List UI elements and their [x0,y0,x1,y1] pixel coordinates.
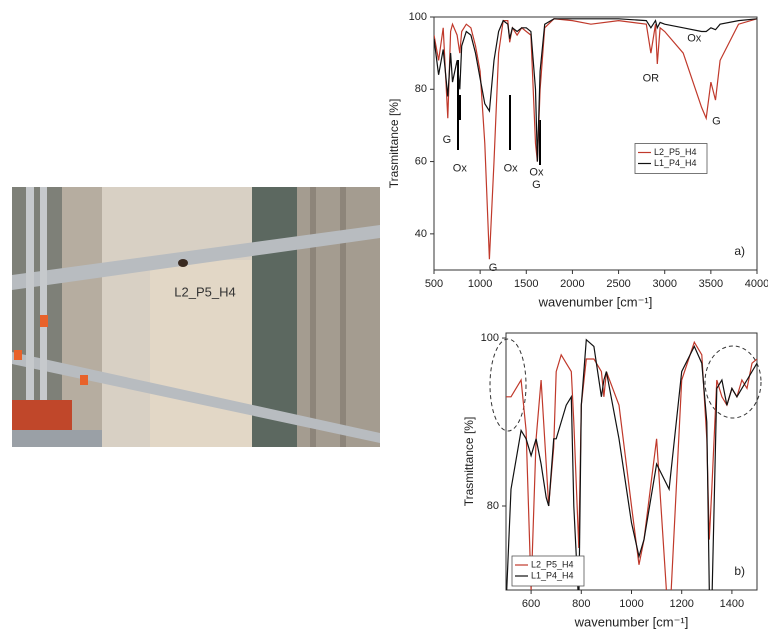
legend-label: L1_P4_H4 [654,158,697,168]
x-tick-label: 3500 [699,278,723,290]
x-tick-label: 1400 [720,598,744,610]
legend-box [634,143,708,174]
y-tick-label: 40 [415,228,427,240]
annotation: Ox [687,33,702,45]
highlight-circles [489,338,762,432]
plot-area [434,18,757,260]
plot-area [506,338,757,590]
annotation: Ox [529,166,544,178]
y-axis-label: Trasmittance [%] [462,417,476,507]
annotation: OR [643,72,660,84]
x-tick-label: 1500 [514,278,538,290]
y-axis-label: Trasmittance [%] [387,99,401,189]
x-axis-label: wavenumber [cm⁻¹] [538,294,653,309]
legend-label: L2_P5_H4 [654,147,697,157]
x-axis-label: wavenumber [cm⁻¹] [574,614,689,629]
x-tick-label: 2500 [606,278,630,290]
y-tick-label: 80 [415,83,427,95]
series-line [434,18,757,260]
x-tick-label: 800 [572,598,590,610]
annotation-sticks [457,60,541,165]
series-line [506,338,757,590]
x-tick-label: 500 [425,278,443,290]
x-tick-label: 4000 [745,278,768,290]
legend-label: L1_P4_H4 [531,570,574,580]
annotation: G [532,179,541,191]
x-tick-label: 2000 [560,278,584,290]
x-tick-label: 600 [522,598,540,610]
y-tick-label: 100 [409,11,427,23]
legend-label: L2_P5_H4 [531,559,574,569]
annotation: G [489,262,498,274]
annotation: G [712,116,721,128]
panel-label: b) [734,564,745,578]
x-tick-label: 3000 [652,278,676,290]
x-tick-label: 1000 [619,598,643,610]
annotation: Ox [453,163,468,175]
annotation: Ox [504,163,519,175]
series-line [434,18,757,162]
legend-box [511,555,585,587]
y-tick-label: 80 [487,500,499,512]
x-tick-label: 1000 [468,278,492,290]
y-tick-label: 60 [415,155,427,167]
plot-frame [433,16,758,271]
photo-label: L2_P5_H4 [174,284,235,299]
x-tick-label: 1200 [669,598,693,610]
series-line [506,340,757,590]
photo: L2_P5_H4 [12,187,380,447]
annotation: G [443,134,452,146]
panel-label: a) [734,244,745,258]
plot-frame [505,332,758,591]
y-tick-label: 100 [481,332,499,344]
